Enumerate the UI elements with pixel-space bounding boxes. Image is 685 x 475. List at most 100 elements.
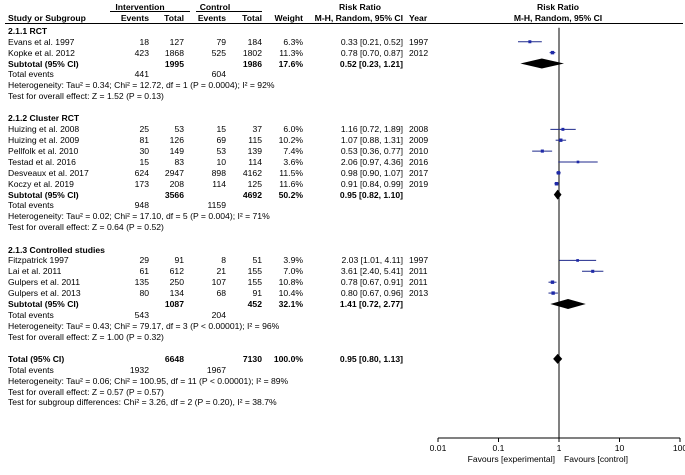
total-events-intervention: 441 bbox=[134, 69, 149, 80]
control-total: 155 bbox=[247, 277, 262, 288]
subtotal-intervention-total: 3566 bbox=[164, 189, 184, 200]
control-total: 115 bbox=[248, 135, 262, 146]
study-risk-ratio: 0.78 [0.67, 0.91] bbox=[340, 277, 403, 288]
study-risk-ratio: 2.06 [0.97, 4.36] bbox=[340, 156, 403, 167]
control-events: 68 bbox=[216, 288, 226, 299]
intervention-total: 91 bbox=[174, 255, 184, 266]
study-year: 2013 bbox=[409, 288, 429, 299]
subtotal-intervention-total: 1995 bbox=[164, 58, 184, 69]
study-weight: 10.4% bbox=[278, 288, 303, 299]
control-total: 155 bbox=[247, 266, 262, 277]
study-weight: 3.9% bbox=[283, 255, 303, 266]
subtotal-control-total: 452 bbox=[247, 298, 262, 309]
intervention-events: 81 bbox=[139, 135, 149, 146]
study-risk-ratio: 1.16 [0.72, 1.89] bbox=[340, 124, 403, 135]
study-name: Gulpers et al. 2013 bbox=[8, 288, 81, 299]
header-rule-control bbox=[196, 11, 262, 12]
header-weight: Weight bbox=[274, 13, 303, 23]
header-intervention: Intervention bbox=[115, 2, 165, 12]
control-total: 114 bbox=[248, 156, 262, 167]
total-events-label: Total events bbox=[8, 309, 54, 320]
subgroup-title: 2.1.2 Cluster RCT bbox=[8, 113, 80, 124]
header-method-plot: M-H, Random, 95% CI bbox=[513, 13, 603, 23]
study-name: Testad et al. 2016 bbox=[8, 156, 76, 167]
subgroup-title: 2.1.3 Controlled studies bbox=[8, 244, 105, 255]
subtotal-intervention-total: 1087 bbox=[164, 298, 184, 309]
header-events-intervention: Events bbox=[120, 13, 149, 23]
total-events-control: 604 bbox=[211, 69, 226, 80]
intervention-total: 83 bbox=[174, 156, 184, 167]
study-weight: 7.0% bbox=[283, 266, 303, 277]
heterogeneity-text: Heterogeneity: Tau² = 0.34; Chi² = 12.72… bbox=[8, 80, 275, 91]
study-year: 2019 bbox=[409, 178, 429, 189]
study-year: 1997 bbox=[409, 255, 429, 266]
study-weight: 6.3% bbox=[283, 36, 303, 47]
header-method: M-H, Random, 95% CI bbox=[314, 13, 403, 23]
study-name: Gulpers et al. 2011 bbox=[8, 277, 80, 288]
header-year: Year bbox=[409, 13, 428, 23]
total-intervention: 6648 bbox=[164, 353, 184, 364]
header-total-control: Total bbox=[242, 13, 262, 23]
total-label: Total (95% CI) bbox=[8, 353, 65, 364]
total-control: 7130 bbox=[242, 353, 262, 364]
intervention-events: 30 bbox=[139, 146, 149, 157]
intervention-total: 250 bbox=[169, 277, 184, 288]
study-name: Huizing et al. 2008 bbox=[8, 124, 80, 135]
subtotal-control-total: 1986 bbox=[242, 58, 262, 69]
study-year: 2009 bbox=[409, 135, 429, 146]
subtotal-weight: 50.2% bbox=[278, 189, 303, 200]
study-weight: 11.6% bbox=[279, 178, 303, 189]
intervention-total: 612 bbox=[169, 266, 184, 277]
study-risk-ratio: 0.80 [0.67, 0.96] bbox=[340, 288, 403, 299]
overall-effect-text: Test for overall effect: Z = 0.64 (P = 0… bbox=[8, 222, 164, 233]
header-rule bbox=[5, 23, 683, 24]
header-risk-ratio-plot: Risk Ratio bbox=[536, 2, 580, 12]
study-weight: 11.5% bbox=[279, 167, 303, 178]
heterogeneity-text: Heterogeneity: Tau² = 0.02; Chi² = 17.10… bbox=[8, 211, 270, 222]
subgroup-title: 2.1.1 RCT bbox=[8, 25, 48, 36]
overall-effect-text: Test for overall effect: Z = 1.52 (P = 0… bbox=[8, 91, 164, 102]
intervention-events: 624 bbox=[134, 167, 149, 178]
control-total: 125 bbox=[247, 178, 262, 189]
total-events-label: Total events bbox=[8, 200, 54, 211]
intervention-events: 61 bbox=[139, 266, 149, 277]
control-total: 91 bbox=[252, 288, 262, 299]
study-weight: 10.8% bbox=[278, 277, 303, 288]
study-year: 2008 bbox=[409, 124, 429, 135]
intervention-total: 1868 bbox=[164, 47, 184, 58]
study-weight: 6.0% bbox=[283, 124, 303, 135]
header-rule-intervention bbox=[110, 11, 190, 12]
total-events-control: 1159 bbox=[207, 200, 226, 211]
subtotal-weight: 32.1% bbox=[278, 298, 303, 309]
study-year: 2012 bbox=[409, 47, 429, 58]
intervention-total: 126 bbox=[169, 135, 184, 146]
study-name: Evans et al. 1997 bbox=[8, 36, 75, 47]
intervention-events: 135 bbox=[134, 277, 149, 288]
control-events: 107 bbox=[211, 277, 226, 288]
heterogeneity-text: Heterogeneity: Tau² = 0.43; Chi² = 79.17… bbox=[8, 320, 280, 331]
intervention-events: 18 bbox=[139, 36, 149, 47]
study-name: Fitzpatrick 1997 bbox=[8, 255, 69, 266]
intervention-events: 15 bbox=[139, 156, 149, 167]
subtotal-weight: 17.6% bbox=[278, 58, 303, 69]
study-name: Kopke et al. 2012 bbox=[8, 47, 75, 58]
subtotal-label: Subtotal (95% CI) bbox=[8, 58, 79, 69]
study-weight: 10.2% bbox=[278, 135, 303, 146]
intervention-total: 208 bbox=[169, 178, 184, 189]
study-risk-ratio: 0.91 [0.84, 0.99] bbox=[340, 178, 403, 189]
study-year: 2017 bbox=[409, 167, 429, 178]
control-events: 898 bbox=[211, 167, 226, 178]
study-year: 1997 bbox=[409, 36, 429, 47]
total-risk-ratio: 0.95 [0.80, 1.13] bbox=[339, 353, 403, 364]
study-risk-ratio: 0.78 [0.70, 0.87] bbox=[340, 47, 403, 58]
total-events-control: 204 bbox=[211, 309, 226, 320]
intervention-events: 173 bbox=[134, 178, 149, 189]
header-events-control: Events bbox=[197, 13, 226, 23]
intervention-total: 53 bbox=[174, 124, 184, 135]
study-weight: 11.3% bbox=[279, 47, 303, 58]
study-year: 2011 bbox=[409, 277, 428, 288]
subgroup-differences-text: Test for subgroup differences: Chi² = 3.… bbox=[8, 397, 277, 408]
study-risk-ratio: 1.07 [0.88, 1.31] bbox=[340, 135, 403, 146]
subtotal-risk-ratio: 0.95 [0.82, 1.10] bbox=[339, 189, 403, 200]
